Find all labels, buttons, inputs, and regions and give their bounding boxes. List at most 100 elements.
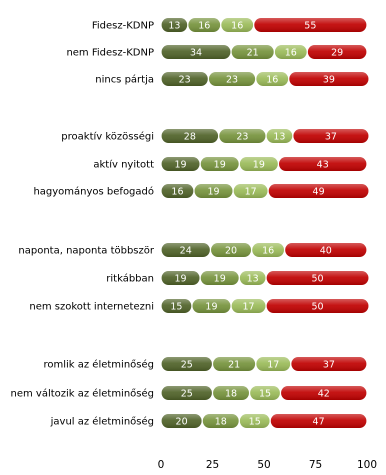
bar-value-label: 17: [243, 302, 255, 313]
bar-value-label: 16: [231, 21, 243, 32]
bar-segment-shine: [161, 271, 200, 285]
bars-layer: 13 16 16 55 34 21 16 29 23 23 16 39 28 23 13 37 19 19 19 43…: [161, 18, 369, 428]
category-label: aktív nyitott: [93, 159, 154, 171]
bar-segment-shine: [289, 72, 369, 86]
bar-segment-shine: [161, 157, 200, 171]
bar-segment-shine: [307, 45, 367, 59]
bar-value-label: 19: [205, 302, 217, 313]
bar-value-label: 15: [259, 389, 271, 400]
bar-segment-shine: [161, 299, 192, 313]
bar-value-label: 24: [180, 246, 192, 257]
bar-segment-shine: [266, 271, 369, 285]
bar-value-label: 23: [179, 75, 191, 86]
bar-value-label: 13: [168, 21, 180, 32]
bar-segment-shine: [293, 129, 369, 143]
bar-segment-shine: [161, 184, 194, 198]
category-label: ritkábban: [106, 273, 154, 285]
bar-value-label: 18: [225, 389, 237, 400]
bar-segment-shine: [219, 129, 266, 143]
bar-value-label: 19: [214, 160, 226, 171]
bar-value-label: 19: [175, 160, 187, 171]
category-label: nem szokott internetezni: [29, 302, 154, 313]
bar-value-label: 16: [171, 187, 183, 198]
bar-segment-shine: [194, 184, 233, 198]
bar-segment-shine: [211, 243, 252, 257]
bar-segment-shine: [268, 184, 369, 198]
bar-segment-shine: [254, 18, 367, 32]
bar-segment-shine: [213, 386, 249, 400]
bar-value-label: 13: [247, 274, 259, 285]
category-label: proaktív közösségi: [61, 131, 154, 143]
bar-segment-shine: [270, 414, 367, 428]
bar-segment-shine: [188, 18, 221, 32]
category-label: nincs pártja: [95, 74, 154, 86]
bar-segment-shine: [161, 357, 212, 371]
x-axis-ticks: 0 25 50 75 100: [158, 459, 377, 471]
bar-segment-shine: [202, 414, 239, 428]
category-label: naponta, naponta többször: [18, 246, 154, 257]
bar-value-label: 13: [273, 132, 285, 143]
bar-segment-shine: [274, 45, 307, 59]
bar-segment-shine: [213, 357, 256, 371]
bar-value-label: 49: [313, 187, 325, 198]
bar-value-label: 23: [236, 132, 248, 143]
bar-value-label: 37: [325, 132, 337, 143]
bar-value-label: 25: [181, 389, 193, 400]
bar-value-label: 20: [176, 417, 188, 428]
category-label: romlik az életminőség: [43, 359, 154, 371]
bar-segment-shine: [281, 386, 367, 400]
bar-value-label: 37: [323, 360, 335, 371]
bar-segment-shine: [256, 72, 289, 86]
bar-segment-shine: [233, 184, 268, 198]
x-tick-label: 50: [257, 459, 270, 471]
bar-value-label: 19: [207, 187, 219, 198]
bar-segment-shine: [192, 299, 231, 313]
bar-value-label: 42: [318, 389, 330, 400]
bar-value-label: 16: [262, 246, 274, 257]
bar-value-label: 17: [267, 360, 279, 371]
bar-segment-shine: [200, 271, 239, 285]
bar-value-label: 16: [266, 75, 278, 86]
bar-value-label: 50: [312, 274, 324, 285]
bar-segment-shine: [208, 72, 256, 86]
bar-segment-shine: [231, 299, 266, 313]
bar-segment-shine: [231, 45, 274, 59]
bar-value-label: 34: [190, 48, 202, 59]
bar-value-label: 25: [181, 360, 193, 371]
bar-segment-shine: [252, 243, 284, 257]
bar-value-label: 16: [285, 48, 297, 59]
bar-segment-shine: [250, 386, 280, 400]
bar-value-label: 40: [320, 246, 332, 257]
bar-value-label: 20: [225, 246, 237, 257]
bar-value-label: 17: [245, 187, 257, 198]
bar-value-label: 19: [175, 274, 187, 285]
x-tick-label: 75: [309, 459, 322, 471]
bar-segment-shine: [161, 386, 212, 400]
category-label: nem változik az életminőség: [10, 388, 154, 400]
x-tick-label: 25: [206, 459, 219, 471]
x-tick-label: 100: [357, 459, 377, 471]
bar-value-label: 50: [312, 302, 324, 313]
bar-segment-shine: [161, 45, 231, 59]
bar-segment-shine: [279, 157, 367, 171]
bar-segment-shine: [161, 414, 202, 428]
category-labels: Fidesz-KDNP nem Fidesz-KDNP nincs pártja pr…: [10, 21, 154, 428]
bar-segment-shine: [285, 243, 367, 257]
category-label: Fidesz-KDNP: [92, 21, 154, 32]
bar-segment-shine: [161, 18, 188, 32]
bar-segment-shine: [266, 299, 369, 313]
bar-value-label: 21: [228, 360, 240, 371]
category-label: nem Fidesz-KDNP: [66, 48, 154, 59]
bar-segment-shine: [266, 129, 293, 143]
x-tick-label: 0: [158, 459, 165, 471]
bar-segment-shine: [239, 271, 266, 285]
bar-value-label: 18: [215, 417, 227, 428]
bar-segment-shine: [291, 357, 367, 371]
category-label: javul az életminőség: [50, 416, 154, 428]
bar-value-label: 55: [304, 21, 316, 32]
bar-value-label: 15: [170, 302, 182, 313]
bar-segment-shine: [239, 414, 270, 428]
bar-value-label: 39: [323, 75, 335, 86]
bar-value-label: 21: [247, 48, 259, 59]
